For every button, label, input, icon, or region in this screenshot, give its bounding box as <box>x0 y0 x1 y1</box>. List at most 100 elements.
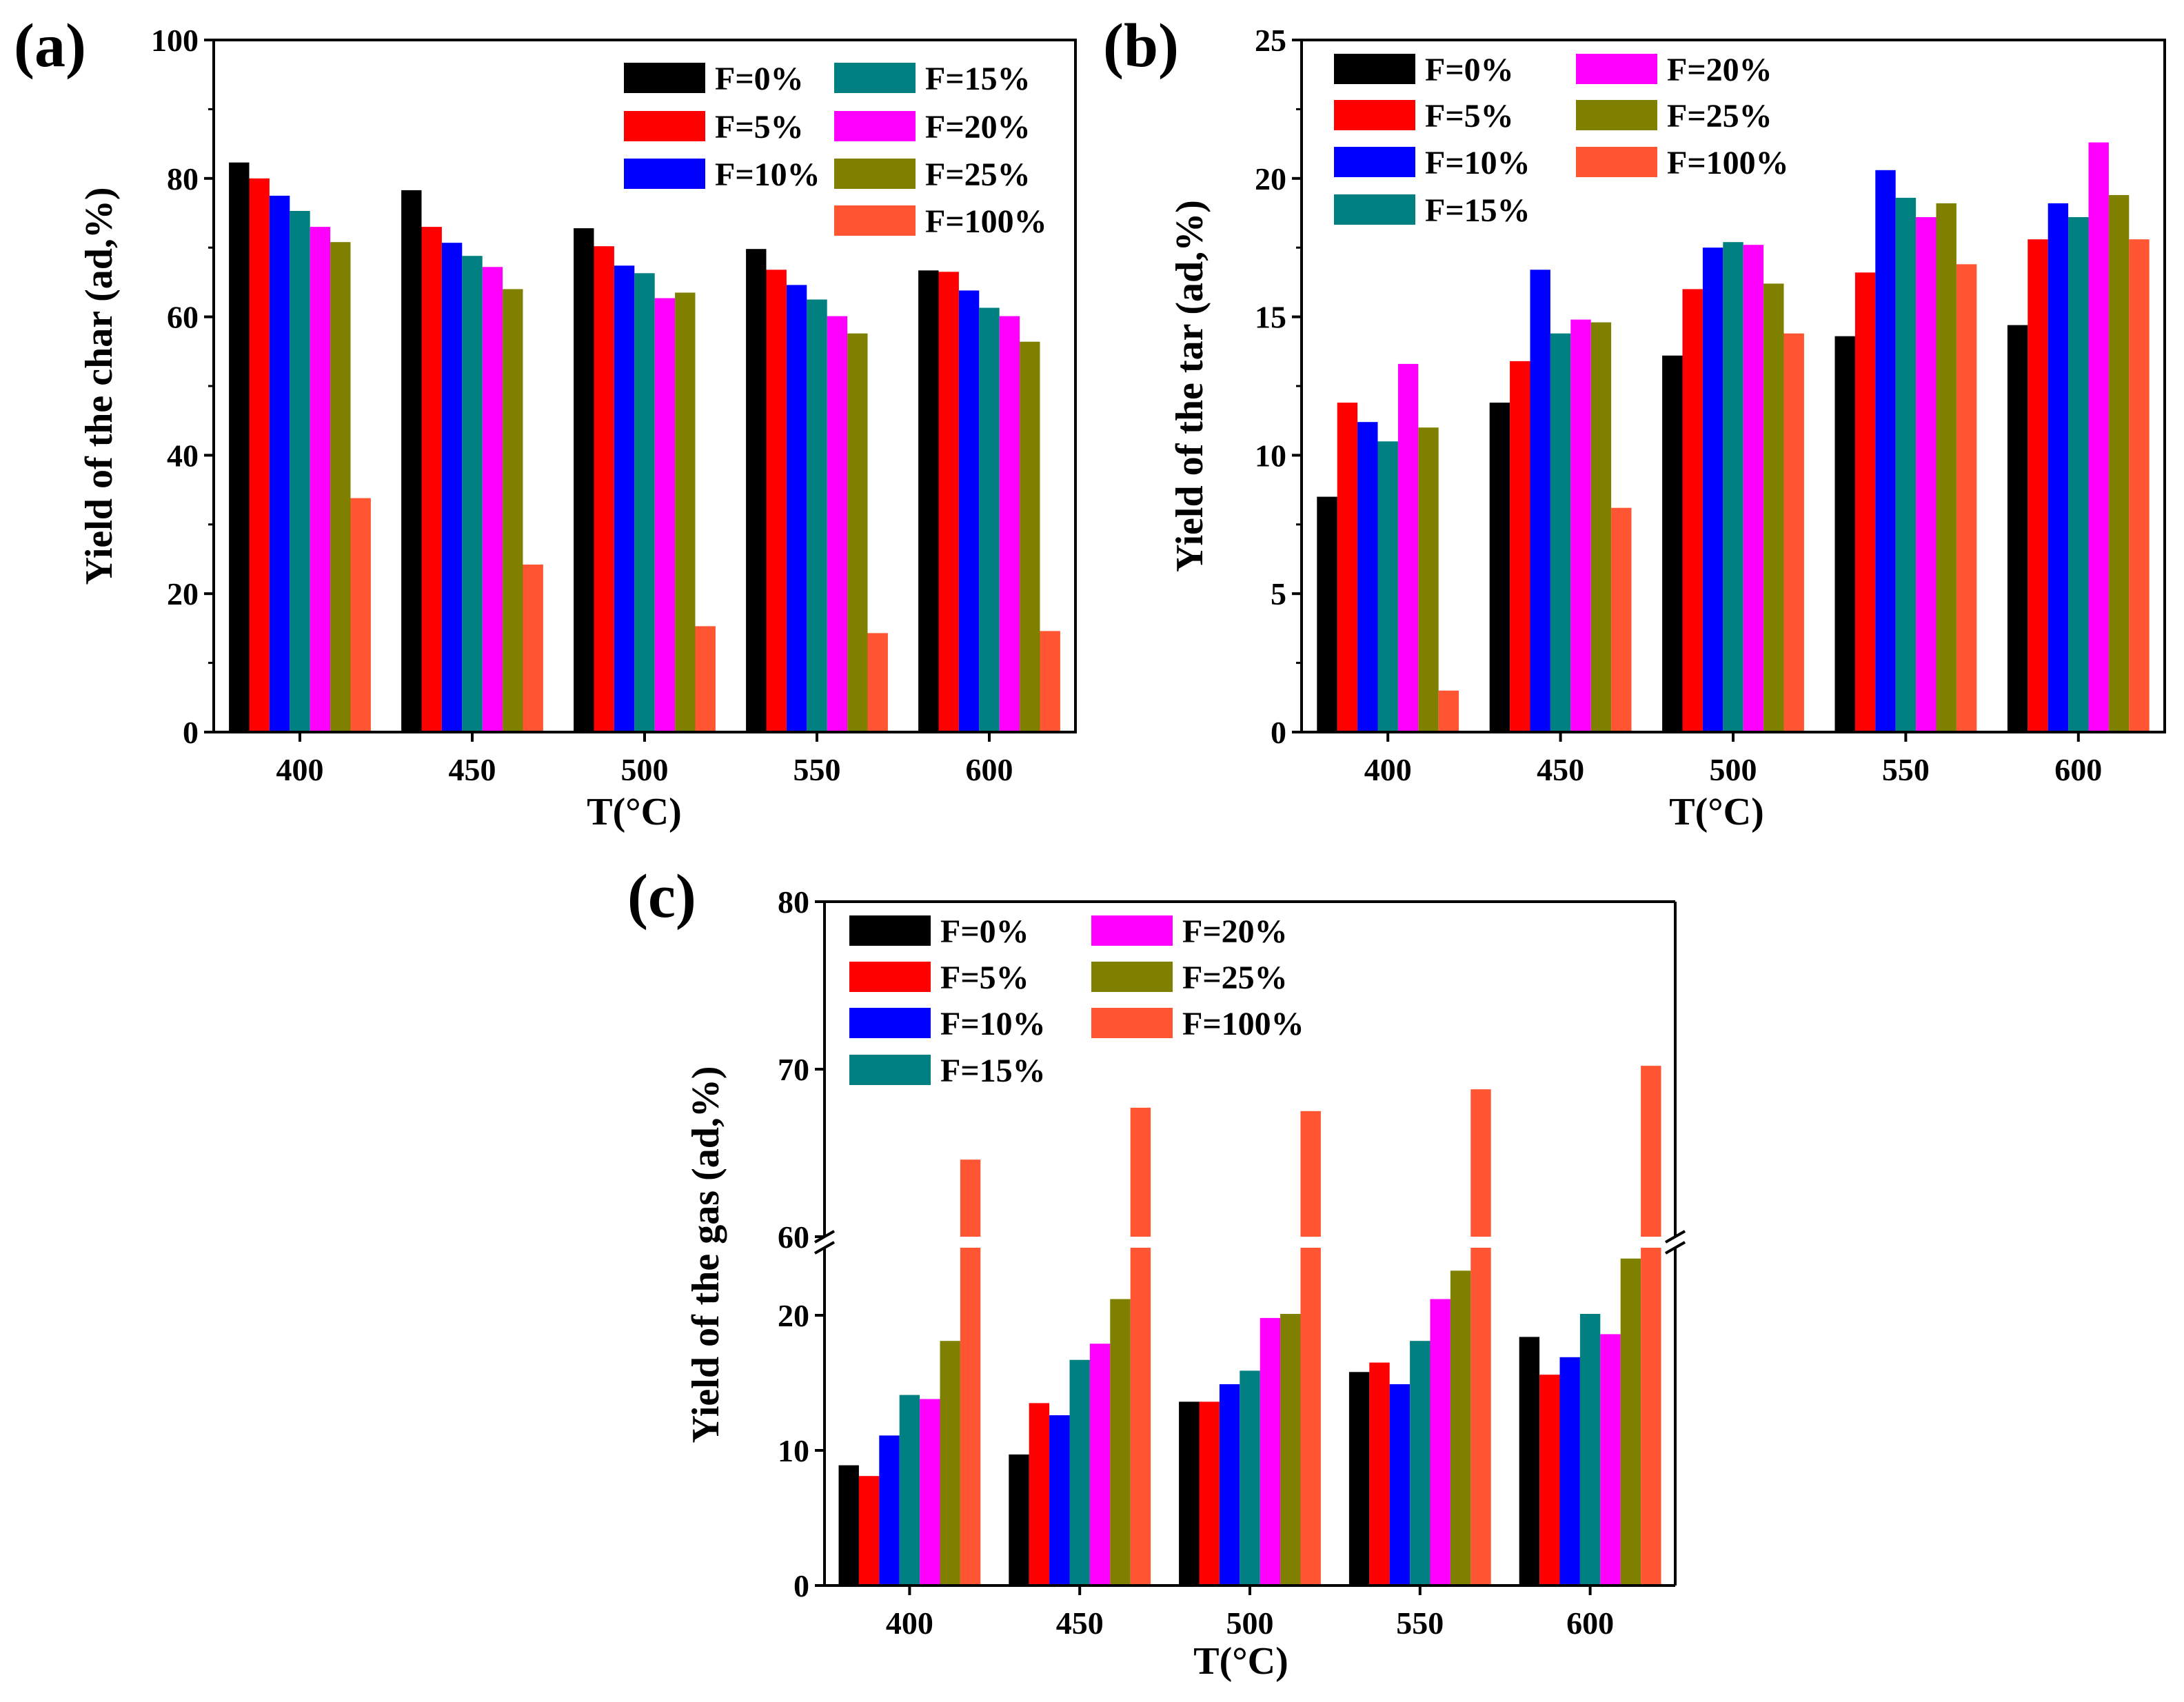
panel-b-bar-600-s0 <box>2007 325 2028 733</box>
panel-c-bar-400-s4 <box>920 1399 940 1586</box>
panel-b-xtick-label-500: 500 <box>1710 752 1757 787</box>
panel-a-ylabel: Yield of the char (ad,%) <box>78 187 121 585</box>
panel-a-bar-550-s0 <box>746 249 767 732</box>
panel-b-bar-550-s1 <box>1854 272 1876 732</box>
panel-c-bar-500-s6-lower <box>1300 1248 1321 1586</box>
panel-c-legend-swatch-1 <box>849 962 931 992</box>
panel-b-ylabel: Yield of the tar (ad,%) <box>1169 200 1211 572</box>
panel-a-bar-500-s3 <box>634 273 655 732</box>
panel-c-plot: 0 10 20 60 70 80 400 450 500 550 600 F=0% F=5% F=10% F… <box>778 884 1686 1641</box>
panel-b-bar-400-s6 <box>1438 690 1459 732</box>
panel-c-legend-swatch-0 <box>849 915 931 946</box>
panel-b-legend-label-5: F=25% <box>1667 98 1772 134</box>
panel-b-bar-400-s3 <box>1377 441 1398 732</box>
panel-c-bar-450-s2 <box>1049 1415 1070 1586</box>
panel-a-bar-450-s5 <box>503 289 523 732</box>
panel-a-bar-450-s6 <box>523 565 543 732</box>
panel-c-bar-600-s6-lower <box>1641 1248 1661 1586</box>
panel-b-bar-550-s3 <box>1895 197 1917 732</box>
panel-b-bar-400-s2 <box>1357 422 1378 732</box>
panel-c-ytick-label-20: 20 <box>778 1298 809 1333</box>
panel-b-bar-550-s2 <box>1875 170 1896 733</box>
panel-b-bar-500-s3 <box>1723 242 1743 732</box>
panel-b-ytick-label-20: 20 <box>1255 161 1286 196</box>
panel-label-a: (a) <box>14 12 86 80</box>
panel-c-ytick-label-80: 80 <box>778 884 809 920</box>
panel-a-bar-450-s0 <box>401 190 422 732</box>
panel-a-bar-550-s1 <box>766 270 787 732</box>
panel-a-bar-500-s1 <box>594 246 614 732</box>
panel-a-legend-label-0: F=0% <box>715 61 804 97</box>
panel-c-bar-400-s5 <box>940 1341 960 1586</box>
panel-a-xtick-label-600: 600 <box>966 752 1013 787</box>
panel-c-bar-600-s6-upper <box>1641 1066 1661 1237</box>
panel-b-bar-400-s1 <box>1337 403 1358 732</box>
panel-c-bar-400-s1 <box>858 1476 880 1586</box>
panel-a-bar-400-s3 <box>290 211 310 732</box>
panel-c-bar-600-s5 <box>1620 1258 1641 1586</box>
panel-b-bar-500-s1 <box>1682 289 1703 732</box>
panel-b-bar-600-s1 <box>2028 239 2048 732</box>
panel-c-bar-500-s1 <box>1199 1401 1220 1586</box>
panel-a-bar-450-s4 <box>482 267 503 732</box>
panel-c-bar-450-s4 <box>1089 1344 1111 1586</box>
panel-b-xtick-label-600: 600 <box>2054 752 2102 787</box>
panel-a-bar-500-s6 <box>695 626 716 732</box>
panel-b-legend-label-4: F=20% <box>1667 52 1772 88</box>
panel-b-bar-450-s2 <box>1530 270 1550 732</box>
panel-b-bar-450-s4 <box>1570 319 1591 733</box>
panel-a-bar-400-s4 <box>310 227 331 733</box>
panel-c-legend-swatch-4 <box>1091 915 1173 946</box>
panel-b-bar-550-s0 <box>1834 336 1855 732</box>
panel-a-bar-600-s4 <box>999 316 1020 733</box>
panel-c-bar-400-s6-lower <box>960 1248 981 1586</box>
panel-a-xtick-label-400: 400 <box>276 752 324 787</box>
panel-a-legend-label-1: F=5% <box>715 109 804 145</box>
panel-c-break-mark-0-b <box>814 1241 835 1255</box>
panel-c-bar-550-s3 <box>1410 1341 1430 1586</box>
panel-b-bar-600-s3 <box>2068 217 2089 732</box>
panel-a-ytick-label-0: 0 <box>183 715 199 750</box>
panel-b-legend-swatch-0 <box>1334 54 1415 84</box>
panel-b-bar-450-s0 <box>1489 403 1510 732</box>
panel-a-legend-label-2: F=10% <box>715 156 820 193</box>
panel-a-legend-label-4: F=20% <box>925 109 1031 145</box>
panel-c-bar-450-s0 <box>1009 1454 1029 1586</box>
panel-c-bar-500-s0 <box>1179 1401 1200 1586</box>
panel-c-legend-label-3: F=15% <box>940 1053 1046 1089</box>
panel-c-legend-swatch-2 <box>849 1008 931 1038</box>
panel-c-xtick-label-450: 450 <box>1056 1605 1104 1641</box>
panel-b-ytick-label-25: 25 <box>1255 23 1286 58</box>
panel-a-bar-550-s2 <box>786 285 807 732</box>
panel-label-b: (b) <box>1103 12 1179 80</box>
panel-a-bar-550-s6 <box>867 633 888 732</box>
panel-c-break-mark-1-a <box>1665 1230 1686 1244</box>
panel-c-legend-swatch-6 <box>1091 1008 1173 1038</box>
panel-b-legend-swatch-6 <box>1576 147 1657 177</box>
panel-a-legend-label-5: F=25% <box>925 156 1031 193</box>
panel-b-xtick-label-550: 550 <box>1882 752 1930 787</box>
panel-b-ytick-label-10: 10 <box>1255 438 1286 473</box>
panel-a-plot: 0 20 40 60 80 100 400 450 500 550 600 F=0% F=5% F=10%… <box>151 23 1077 787</box>
panel-b-bar-600-s4 <box>2088 142 2109 733</box>
panel-a-legend-label-3: F=15% <box>925 61 1031 97</box>
panel-c-bar-450-s3 <box>1069 1359 1090 1586</box>
panel-a-bar-600-s0 <box>918 270 939 732</box>
panel-c-legend-label-0: F=0% <box>940 913 1029 950</box>
panel-b-plot: 0 5 10 15 20 25 400 450 500 550 600 F=0% F=5% F=10% F=… <box>1255 23 2166 787</box>
panel-a-bar-600-s5 <box>1020 341 1040 732</box>
panel-b-xlabel: T(°C) <box>1669 791 1763 833</box>
panel-a-xtick-label-500: 500 <box>621 752 669 787</box>
panel-a-bar-600-s1 <box>938 272 959 732</box>
panel-b-bar-400-s0 <box>1317 496 1337 732</box>
panel-b-bar-450-s5 <box>1590 322 1612 733</box>
panel-a-bar-600-s6 <box>1040 631 1060 732</box>
panel-a-ytick-label-60: 60 <box>167 300 199 335</box>
panel-a-ytick-label-40: 40 <box>167 438 199 473</box>
panel-b-bar-500-s5 <box>1763 283 1784 732</box>
panel-b-xtick-label-450: 450 <box>1537 752 1584 787</box>
panel-c-bar-500-s6-upper <box>1300 1111 1321 1237</box>
panel-c-bar-550-s1 <box>1369 1362 1390 1586</box>
